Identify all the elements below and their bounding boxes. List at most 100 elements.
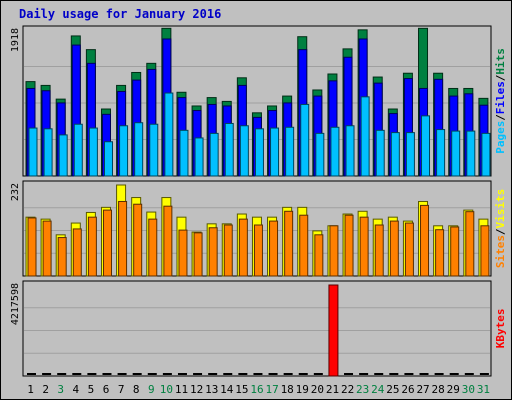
day-label-7: 7 [118, 383, 125, 396]
bar-sites-day3 [57, 237, 67, 277]
bar-pages-day28 [436, 129, 446, 177]
bar-sites-day29 [450, 226, 460, 277]
plot-layer: 1918Pages/Files/Hits232Sites/Visits42175… [10, 25, 507, 396]
legend-hits-files-pages-4: Hits [494, 48, 507, 75]
bar-kbytes-day16 [253, 373, 263, 375]
bar-pages-day18 [285, 126, 295, 177]
ymax-label-sites-visits: 232 [10, 183, 21, 201]
bar-kbytes-day25 [389, 373, 399, 375]
bar-sites-day14 [223, 224, 233, 277]
bar-pages-day14 [224, 122, 234, 177]
bar-kbytes-day27 [419, 373, 429, 375]
day-label-14: 14 [220, 383, 234, 396]
bar-sites-day18 [284, 210, 294, 277]
day-label-19: 19 [296, 383, 309, 396]
bar-sites-day23 [359, 216, 369, 277]
bar-kbytes-day3 [57, 373, 67, 375]
day-label-28: 28 [432, 383, 445, 396]
bar-sites-day31 [480, 225, 490, 277]
bar-kbytes-day31 [479, 373, 489, 375]
legend-hits-files-pages-1: / [494, 114, 507, 121]
day-label-16: 16 [250, 383, 263, 396]
day-label-31: 31 [477, 383, 490, 396]
bar-sites-day11 [178, 229, 188, 277]
day-label-9: 9 [148, 383, 155, 396]
bar-sites-day15 [238, 218, 248, 277]
bar-pages-day25 [390, 132, 400, 177]
bar-kbytes-day22 [344, 373, 354, 375]
legend-hits-files-pages-2: Files [494, 81, 507, 114]
bar-pages-day23 [360, 96, 370, 177]
bar-sites-day21 [329, 225, 339, 277]
bar-kbytes-day30 [464, 373, 474, 375]
bar-kbytes-day28 [434, 373, 444, 375]
bar-sites-day8 [133, 203, 143, 277]
bar-kbytes-day5 [87, 373, 97, 375]
bar-kbytes-day24 [374, 373, 384, 375]
bar-pages-day4 [73, 123, 83, 177]
ymax-label-hits-files-pages: 1918 [10, 28, 21, 52]
legend-kbytes-0: KBytes [494, 309, 507, 349]
day-label-8: 8 [133, 383, 140, 396]
bar-kbytes-day23 [359, 373, 369, 375]
bar-sites-day1 [27, 217, 37, 277]
day-label-5: 5 [88, 383, 95, 396]
bar-kbytes-day7 [117, 373, 127, 375]
legend-sites-visits-1: / [494, 228, 507, 235]
bar-pages-day8 [134, 122, 144, 177]
bar-pages-day22 [345, 125, 355, 177]
bar-kbytes-day13 [208, 373, 218, 375]
bar-kbytes-day18 [283, 373, 293, 375]
bar-kbytes-day6 [102, 373, 112, 375]
bar-sites-day27 [420, 204, 430, 277]
day-label-24: 24 [371, 383, 385, 396]
bar-sites-day10 [163, 205, 173, 277]
bar-kbytes-day9 [147, 373, 157, 375]
day-label-21: 21 [326, 383, 339, 396]
day-label-17: 17 [265, 383, 278, 396]
bar-pages-day30 [466, 130, 476, 177]
bar-pages-day9 [149, 123, 159, 177]
bar-kbytes-day11 [177, 373, 187, 375]
day-label-20: 20 [311, 383, 324, 396]
bar-pages-day1 [28, 127, 38, 177]
day-label-13: 13 [205, 383, 218, 396]
bar-sites-day30 [465, 211, 475, 277]
day-label-11: 11 [175, 383, 188, 396]
bar-sites-day4 [72, 228, 82, 277]
day-label-3: 3 [57, 383, 64, 396]
legend-sites-visits-2: Visits [494, 189, 507, 229]
bar-pages-day6 [103, 141, 113, 177]
bar-sites-day19 [299, 214, 309, 277]
day-label-2: 2 [42, 383, 49, 396]
ymax-label-kbytes: 4217598 [10, 283, 21, 325]
day-label-29: 29 [447, 383, 460, 396]
bar-pages-day16 [254, 128, 264, 177]
day-label-6: 6 [103, 383, 110, 396]
bar-kbytes-day17 [268, 373, 278, 375]
bar-sites-day26 [404, 222, 414, 277]
legend-sites-visits-0: Sites [494, 235, 507, 268]
bar-sites-day2 [42, 220, 52, 277]
bar-pages-day21 [330, 126, 340, 177]
bar-pages-day24 [375, 129, 385, 177]
bar-kbytes-day12 [193, 373, 203, 375]
bar-kbytes-day8 [132, 373, 142, 375]
bar-kbytes-day10 [162, 373, 172, 375]
bar-pages-day10 [164, 92, 174, 177]
day-label-10: 10 [160, 383, 173, 396]
panel-kbytes [22, 280, 492, 377]
day-label-1: 1 [27, 383, 34, 396]
legend-hits-files-pages-3: / [494, 74, 507, 81]
day-label-22: 22 [341, 383, 354, 396]
bar-pages-day20 [315, 132, 325, 177]
bar-kbytes-day1 [27, 373, 36, 375]
bar-sites-day24 [374, 224, 384, 277]
bar-pages-day19 [300, 103, 310, 177]
bar-sites-day7 [118, 200, 128, 277]
bar-sites-day13 [208, 227, 218, 277]
bar-sites-day20 [314, 234, 324, 277]
bar-pages-day15 [239, 125, 249, 177]
bar-pages-day2 [43, 128, 53, 177]
